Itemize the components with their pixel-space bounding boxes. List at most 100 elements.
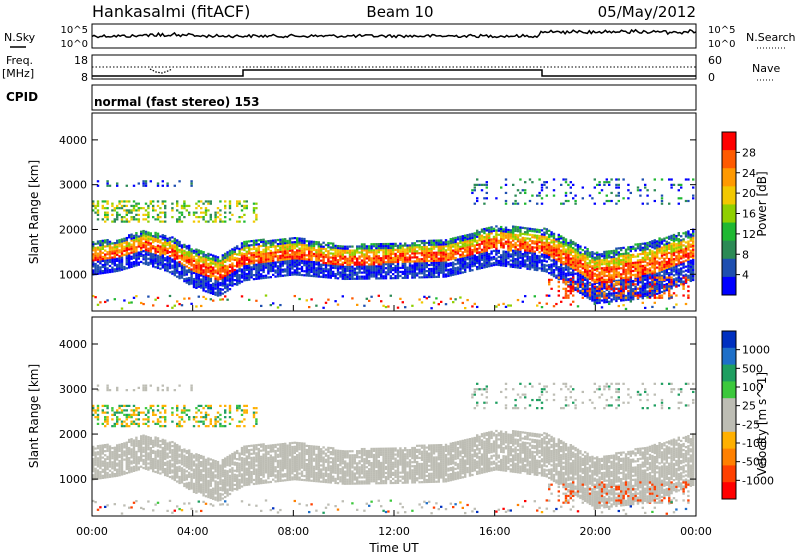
power-cell [540, 253, 544, 256]
power-cell [180, 270, 184, 273]
power-cell [123, 253, 126, 256]
power-cell [104, 253, 107, 256]
power-cell [303, 274, 306, 277]
power-cell [401, 276, 404, 280]
power-cell [248, 276, 251, 279]
power-cell [543, 227, 546, 230]
power-cell [200, 274, 203, 277]
power-cell [420, 270, 424, 273]
power-cell [113, 258, 116, 261]
power-cell [608, 260, 611, 263]
power-cell [579, 285, 582, 288]
power-cell [238, 261, 241, 265]
power-cell [173, 272, 176, 275]
power-cell [483, 260, 486, 263]
power-cell [538, 245, 541, 248]
power-cell [308, 264, 311, 267]
power-cell [264, 250, 268, 253]
power-cell [147, 220, 150, 223]
power-cell [442, 267, 445, 270]
power-cell [298, 261, 301, 264]
power-cell [653, 247, 656, 250]
power-cell [622, 254, 625, 258]
power-cell [485, 247, 488, 250]
power-cell [550, 273, 553, 276]
power-cell [101, 200, 104, 203]
power-cell [615, 291, 618, 295]
power-cell [668, 237, 671, 240]
power-cell [579, 291, 582, 295]
power-cell [608, 254, 611, 257]
power-cell [142, 207, 145, 210]
power-cell [188, 204, 191, 208]
power-cell [216, 290, 220, 293]
power-cell [159, 239, 162, 242]
power-cell [569, 253, 572, 256]
power-cell [382, 261, 385, 264]
power-cell [360, 259, 364, 262]
power-cell [104, 213, 107, 216]
power-cell [617, 279, 620, 282]
power-cell [267, 252, 270, 255]
power-cell [149, 256, 152, 259]
power-cell [346, 247, 349, 250]
power-cell [176, 269, 179, 272]
power-cell [281, 264, 284, 267]
power-cell [245, 207, 248, 210]
power-cell [454, 244, 457, 248]
power-cell [658, 273, 661, 276]
power-cell [617, 186, 620, 189]
power-cell [430, 255, 433, 258]
power-cell [442, 275, 445, 278]
power-cell [524, 263, 527, 266]
power-cell [572, 246, 575, 250]
power-cell [545, 238, 548, 241]
power-cell [526, 249, 529, 252]
power-cell [231, 274, 234, 277]
power-cell [471, 236, 474, 240]
power-cell [159, 259, 162, 262]
power-cell [598, 301, 601, 304]
power-cell [653, 259, 656, 262]
power-cell [233, 264, 236, 268]
power-cell [279, 272, 282, 276]
power-cell [212, 262, 215, 265]
power-cell [404, 260, 407, 263]
power-cell [171, 236, 174, 239]
power-cell [363, 304, 366, 307]
power-cell [608, 285, 611, 288]
power-cell [372, 271, 376, 274]
power-cell [425, 257, 428, 261]
power-cell [101, 263, 104, 267]
power-cell [317, 241, 320, 244]
power-cell [665, 278, 668, 282]
power-cell [118, 239, 121, 242]
power-cell [598, 263, 601, 266]
power-cell [586, 284, 589, 287]
power-cell [108, 240, 112, 243]
power-cell [459, 259, 462, 263]
power-cell [264, 256, 268, 259]
power-cell [180, 268, 184, 271]
power-cell [524, 253, 527, 256]
power-cell [665, 270, 668, 274]
power-cell [540, 235, 544, 238]
power-cell [260, 244, 263, 248]
power-cell [116, 216, 119, 219]
power-cell [356, 259, 359, 262]
power-cell [605, 199, 608, 203]
power-cell [447, 244, 450, 247]
power-cell [399, 258, 402, 261]
power-cell [665, 240, 668, 243]
power-cell [185, 279, 188, 282]
power-cell [605, 254, 608, 257]
power-cell [291, 251, 294, 254]
power-cell [118, 243, 121, 246]
power-cell [507, 232, 510, 236]
power-cell [332, 272, 335, 275]
power-cell [240, 272, 244, 275]
power-cell [420, 241, 424, 245]
power-cell [377, 277, 380, 280]
power-cell [221, 284, 224, 287]
power-cell [171, 244, 174, 247]
